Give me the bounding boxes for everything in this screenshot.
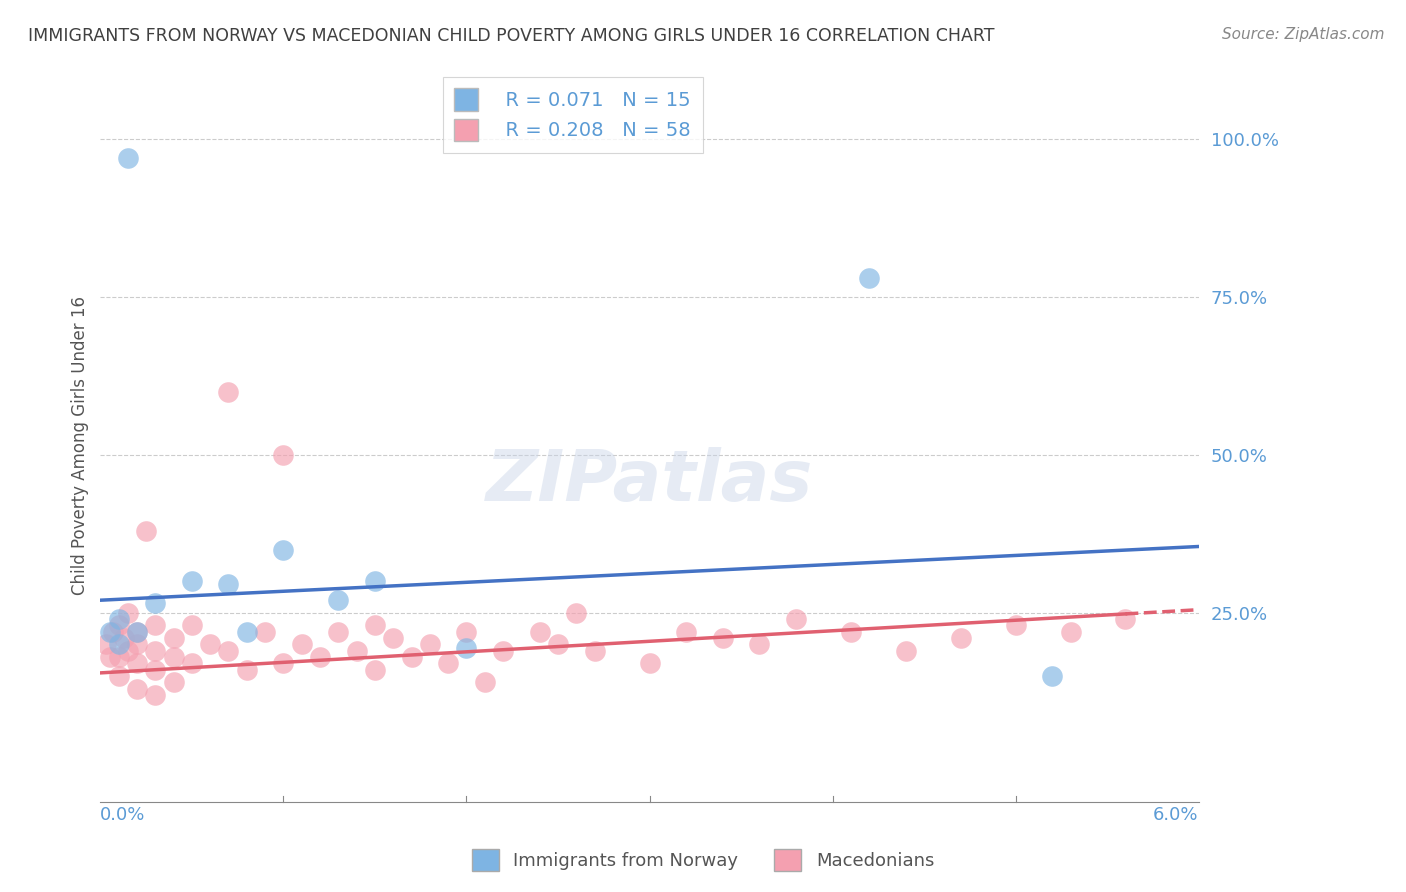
Point bbox=[143, 644, 166, 658]
Text: IMMIGRANTS FROM NORWAY VS MACEDONIAN CHILD POVERTY AMONG GIRLS UNDER 16 CORRELAT: IMMIGRANTS FROM NORWAY VS MACEDONIAN CHI… bbox=[28, 27, 994, 45]
Point bbox=[309, 650, 332, 665]
Point bbox=[125, 624, 148, 639]
Point bbox=[143, 596, 166, 610]
Point bbox=[218, 577, 240, 591]
Point bbox=[401, 650, 423, 665]
Point bbox=[107, 637, 129, 651]
Point bbox=[492, 644, 515, 658]
Point bbox=[125, 657, 148, 671]
Point bbox=[675, 624, 697, 639]
Legend:   R = 0.071   N = 15,   R = 0.208   N = 58: R = 0.071 N = 15, R = 0.208 N = 58 bbox=[443, 77, 703, 153]
Point bbox=[254, 624, 277, 639]
Point bbox=[1059, 624, 1081, 639]
Point bbox=[107, 669, 129, 683]
Point bbox=[328, 593, 350, 607]
Point bbox=[364, 618, 387, 632]
Point bbox=[583, 644, 606, 658]
Point bbox=[143, 688, 166, 702]
Point bbox=[638, 657, 661, 671]
Point bbox=[858, 271, 880, 285]
Point bbox=[180, 574, 202, 589]
Text: 0.0%: 0.0% bbox=[100, 805, 146, 823]
Point bbox=[711, 631, 734, 645]
Point bbox=[125, 624, 148, 639]
Point bbox=[273, 542, 295, 557]
Point bbox=[273, 448, 295, 462]
Point bbox=[125, 637, 148, 651]
Point bbox=[218, 384, 240, 399]
Point bbox=[112, 631, 135, 645]
Point bbox=[218, 644, 240, 658]
Point bbox=[547, 637, 569, 651]
Point bbox=[94, 637, 117, 651]
Point bbox=[291, 637, 314, 651]
Legend: Immigrants from Norway, Macedonians: Immigrants from Norway, Macedonians bbox=[464, 842, 942, 879]
Point bbox=[894, 644, 917, 658]
Point bbox=[419, 637, 441, 651]
Point bbox=[117, 644, 139, 658]
Text: ZIPatlas: ZIPatlas bbox=[486, 447, 813, 516]
Point bbox=[785, 612, 807, 626]
Point bbox=[107, 618, 129, 632]
Point bbox=[273, 657, 295, 671]
Point bbox=[565, 606, 588, 620]
Point bbox=[748, 637, 770, 651]
Point bbox=[107, 650, 129, 665]
Point bbox=[162, 650, 184, 665]
Point bbox=[107, 612, 129, 626]
Point bbox=[364, 663, 387, 677]
Point bbox=[135, 524, 157, 538]
Point bbox=[839, 624, 862, 639]
Point bbox=[456, 640, 478, 655]
Point bbox=[143, 663, 166, 677]
Point bbox=[949, 631, 972, 645]
Point bbox=[180, 618, 202, 632]
Y-axis label: Child Poverty Among Girls Under 16: Child Poverty Among Girls Under 16 bbox=[72, 296, 89, 595]
Point bbox=[98, 650, 121, 665]
Point bbox=[162, 675, 184, 690]
Point bbox=[1040, 669, 1063, 683]
Point bbox=[382, 631, 405, 645]
Point bbox=[143, 618, 166, 632]
Point bbox=[529, 624, 551, 639]
Point bbox=[1004, 618, 1026, 632]
Point bbox=[117, 151, 139, 165]
Point bbox=[1114, 612, 1136, 626]
Point bbox=[180, 657, 202, 671]
Point bbox=[456, 624, 478, 639]
Point bbox=[98, 624, 121, 639]
Point bbox=[236, 663, 259, 677]
Point bbox=[198, 637, 221, 651]
Point bbox=[328, 624, 350, 639]
Point bbox=[474, 675, 496, 690]
Point bbox=[346, 644, 368, 658]
Text: Source: ZipAtlas.com: Source: ZipAtlas.com bbox=[1222, 27, 1385, 42]
Point bbox=[125, 681, 148, 696]
Point bbox=[162, 631, 184, 645]
Point bbox=[236, 624, 259, 639]
Point bbox=[437, 657, 460, 671]
Point bbox=[117, 606, 139, 620]
Point bbox=[364, 574, 387, 589]
Text: 6.0%: 6.0% bbox=[1153, 805, 1199, 823]
Point bbox=[101, 624, 124, 639]
